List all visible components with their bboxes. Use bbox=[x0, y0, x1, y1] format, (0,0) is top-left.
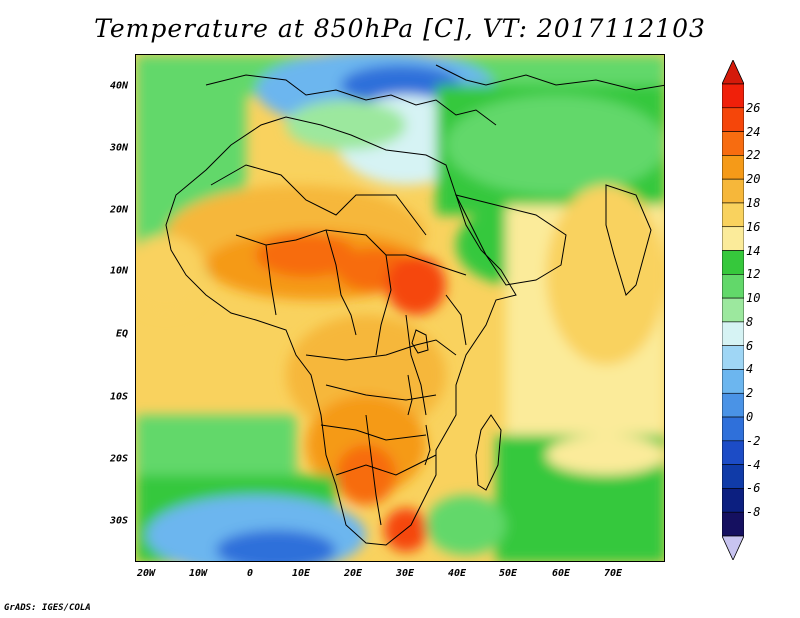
lon-tick-label: 10W bbox=[188, 568, 208, 579]
country-border bbox=[320, 424, 427, 441]
field-patch bbox=[341, 65, 461, 105]
field-patch bbox=[384, 508, 428, 552]
lon-tick-label: 20W bbox=[136, 568, 156, 579]
field-patch bbox=[136, 235, 206, 315]
lon-tick-label: 20E bbox=[343, 568, 363, 579]
colorbar-tick-label: 10 bbox=[746, 291, 761, 306]
field-patch bbox=[336, 445, 396, 505]
europe-coastline bbox=[205, 74, 497, 126]
lon-tick-label: 10E bbox=[291, 568, 311, 579]
lat-tick-label: 10S bbox=[109, 391, 128, 403]
country-border bbox=[235, 229, 467, 276]
country-border bbox=[375, 254, 392, 356]
lat-tick-label: 30N bbox=[109, 142, 128, 154]
colorbar-segment bbox=[721, 416, 745, 442]
india-coastline bbox=[605, 184, 652, 296]
colorbar-tick-label: -2 bbox=[746, 433, 761, 448]
country-border bbox=[335, 454, 437, 476]
country-border bbox=[325, 229, 357, 336]
lon-tick-label: 0 bbox=[246, 568, 254, 579]
field-patch bbox=[256, 233, 356, 277]
country-border bbox=[305, 339, 457, 361]
lon-tick-label: 60E bbox=[551, 568, 571, 579]
chart-title: Temperature at 850hPa [C], VT: 201711210… bbox=[94, 14, 706, 43]
lat-tick-label: 20N bbox=[109, 204, 128, 216]
colorbar-tick-label: 12 bbox=[746, 267, 761, 282]
colorbar-tick-label: 6 bbox=[746, 338, 754, 353]
colorbar-svg bbox=[721, 59, 745, 561]
colorbar-segment bbox=[721, 83, 745, 109]
field-patch bbox=[546, 185, 664, 365]
colorbar-segment bbox=[721, 345, 745, 370]
lake-victoria bbox=[411, 329, 429, 354]
colorbar-segment bbox=[721, 202, 745, 228]
lat-tick-label: 30S bbox=[109, 515, 128, 527]
lon-tick-label: 40E bbox=[447, 568, 467, 579]
colorbar-segment bbox=[721, 226, 745, 251]
colorbar-segment bbox=[721, 155, 745, 180]
colorbar-tick-label: 4 bbox=[746, 362, 754, 377]
madagascar-coastline bbox=[475, 414, 502, 491]
colorbar-tick-label: 20 bbox=[746, 172, 761, 187]
colorbar-tick-label: 16 bbox=[746, 219, 761, 234]
asia-coastline bbox=[435, 64, 664, 91]
colorbar-segment bbox=[721, 274, 745, 299]
map-canvas bbox=[136, 55, 664, 561]
field-patch bbox=[386, 255, 446, 315]
colorbar-tick-label: -4 bbox=[746, 457, 761, 472]
country-border bbox=[365, 414, 382, 526]
field-patch bbox=[546, 435, 664, 475]
lat-tick-label: 20S bbox=[109, 453, 128, 465]
colorbar-segment bbox=[721, 297, 745, 323]
arabia-coastline bbox=[455, 194, 567, 286]
country-border bbox=[405, 314, 427, 416]
colorbar-tick-label: 26 bbox=[746, 100, 761, 115]
lake-malawi bbox=[424, 424, 431, 466]
country-border bbox=[210, 164, 427, 236]
lat-tick-label: EQ bbox=[115, 328, 128, 340]
colorbar-segment bbox=[721, 392, 745, 418]
lat-tick-label: 10N bbox=[109, 265, 128, 277]
colorbar-tick-label: -6 bbox=[746, 481, 761, 496]
colorbar-segment bbox=[721, 250, 745, 275]
colorbar-tick-label: 0 bbox=[746, 410, 754, 425]
credit-label: GrADS: IGES/COLA bbox=[4, 603, 91, 613]
field-patch bbox=[426, 495, 506, 555]
field-patch bbox=[286, 315, 446, 435]
colorbar-tick-label: 24 bbox=[746, 124, 761, 139]
colorbar-segment bbox=[721, 488, 745, 513]
colorbar-tick-label: -8 bbox=[746, 505, 761, 520]
field-patch bbox=[446, 95, 664, 195]
africa-coastline bbox=[165, 116, 517, 546]
colorbar-bottom-arrow bbox=[721, 535, 745, 561]
lake-tanganyika bbox=[407, 374, 413, 416]
colorbar-segment bbox=[721, 131, 745, 156]
colorbar-tick-label: 14 bbox=[746, 243, 761, 258]
colorbar-segment bbox=[721, 321, 745, 346]
colorbar-segment bbox=[721, 511, 745, 537]
lon-tick-label: 30E bbox=[395, 568, 415, 579]
field-patch bbox=[286, 100, 406, 150]
country-border bbox=[445, 294, 467, 346]
lon-tick-label: 50E bbox=[498, 568, 518, 579]
colorbar-top-arrow bbox=[721, 59, 745, 85]
colorbar-segment bbox=[721, 107, 745, 132]
colorbar-tick-label: 18 bbox=[746, 195, 761, 210]
colorbar-segment bbox=[721, 178, 745, 204]
colorbar-tick-label: 8 bbox=[746, 314, 754, 329]
temperature-map bbox=[135, 54, 665, 562]
colorbar bbox=[721, 59, 745, 564]
country-border bbox=[325, 384, 437, 401]
colorbar-tick-label: 22 bbox=[746, 148, 761, 163]
colorbar-segment bbox=[721, 464, 745, 489]
lon-tick-label: 70E bbox=[603, 568, 623, 579]
colorbar-segment bbox=[721, 369, 745, 394]
colorbar-tick-label: 2 bbox=[746, 386, 754, 401]
field-patch bbox=[216, 530, 336, 561]
country-border bbox=[265, 244, 277, 316]
lat-tick-label: 40N bbox=[109, 80, 128, 92]
coastlines bbox=[165, 64, 664, 546]
colorbar-segment bbox=[721, 440, 745, 465]
